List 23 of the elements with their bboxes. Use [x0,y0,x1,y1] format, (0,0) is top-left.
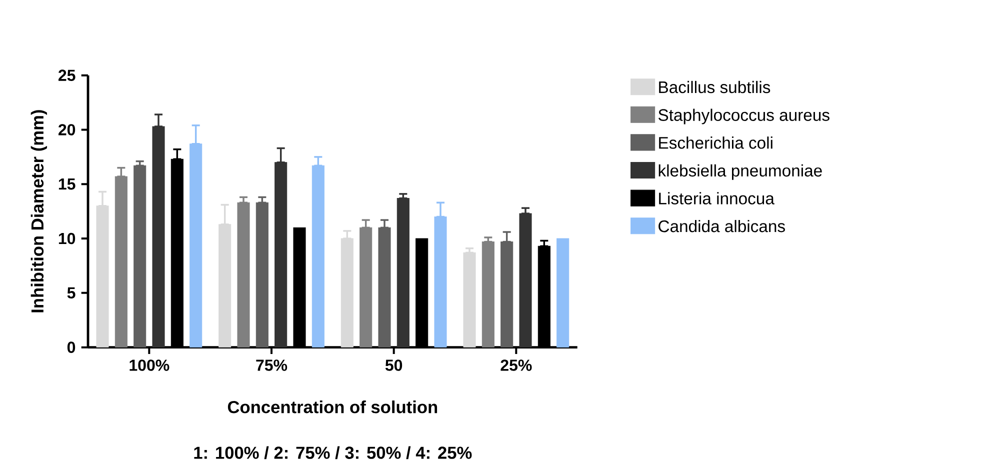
legend-label: klebsiella pneumoniae [658,164,822,180]
x-axis-title: Concentration of solution [228,400,438,414]
y-tick-label: 5 [67,287,76,298]
x-tick-label: 100% [130,360,170,371]
y-tick-label: 10 [58,232,76,244]
bar [556,238,570,348]
x-tick-label: 75% [256,360,288,371]
x-tick-label: 25% [500,360,532,371]
legend-label: Candida albicans [658,220,785,232]
x-tick-label: 50 [385,360,402,371]
y-tick-label: 15 [58,178,76,190]
y-axis-title: Inhibition Diameter (mm) [30,110,48,312]
legend-label: Listeria innocua [659,192,774,204]
y-tick-label: 25 [58,70,76,81]
legend-label: Staphylococcus aureus [658,108,830,124]
legend-label: Bacillus subtilis [659,80,770,94]
y-tick-label: 20 [58,124,76,136]
bar [519,213,532,348]
y-tick-label: 0 [67,342,76,353]
text: 1: 100% / 2: 75% / 3: 50% / 4: 25% [194,446,472,460]
legend-label: Escherichia coli [659,136,772,149]
bar [396,198,410,348]
bar [152,126,165,348]
